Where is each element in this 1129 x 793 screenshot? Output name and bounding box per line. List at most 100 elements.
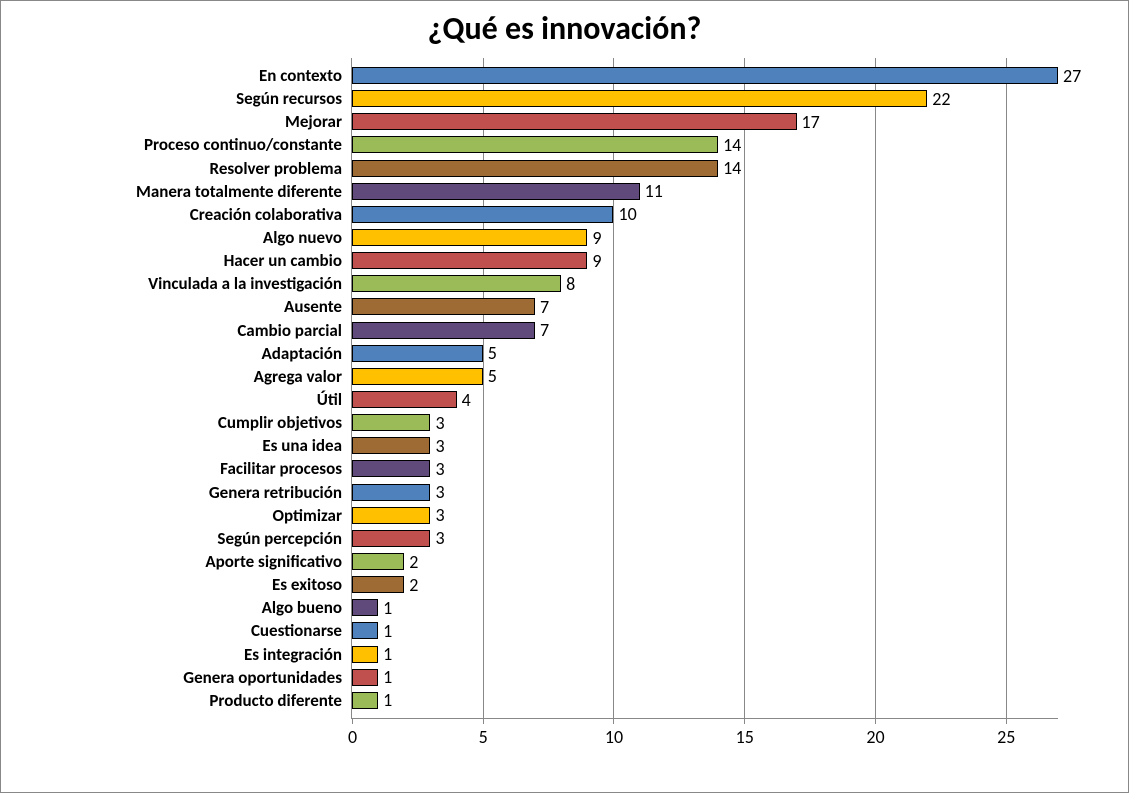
bar-label: Cuestionarse	[251, 620, 342, 641]
x-tick: 5	[483, 718, 484, 724]
bar: 1	[352, 599, 378, 616]
bar-value: 1	[383, 620, 392, 642]
bar-value: 5	[488, 342, 497, 364]
bar-row: Algo bueno1	[352, 599, 1058, 616]
bar-row: Genera oportunidades1	[352, 669, 1058, 686]
bar-value: 3	[435, 527, 444, 549]
bar-row: Cambio parcial7	[352, 322, 1058, 339]
bar-value: 10	[618, 203, 636, 225]
bar-row: Hacer un cambio9	[352, 252, 1058, 269]
bar-value: 9	[592, 250, 601, 272]
bar-row: Optimizar3	[352, 507, 1058, 524]
bar-row: Según recursos22	[352, 90, 1058, 107]
bar: 22	[352, 90, 927, 107]
bar-row: Útil4	[352, 391, 1058, 408]
bar: 5	[352, 345, 483, 362]
bar: 8	[352, 275, 561, 292]
bar-row: Es exitoso2	[352, 576, 1058, 593]
bar-value: 1	[383, 689, 392, 711]
bar-value: 4	[462, 389, 471, 411]
bar-label: Es integración	[244, 644, 342, 665]
bar-label: Útil	[317, 389, 342, 410]
bar-row: Algo nuevo9	[352, 229, 1058, 246]
bar: 3	[352, 507, 430, 524]
x-tick: 0	[352, 718, 353, 724]
bar-label: Hacer un cambio	[224, 250, 342, 271]
bar-row: Resolver problema14	[352, 160, 1058, 177]
bar-row: Aporte significativo2	[352, 553, 1058, 570]
bar-row: Genera retribución3	[352, 484, 1058, 501]
bar: 14	[352, 160, 718, 177]
bar-label: Genera retribución	[209, 482, 342, 503]
bar: 17	[352, 113, 797, 130]
bar: 5	[352, 368, 483, 385]
bar-label: En contexto	[259, 65, 342, 86]
x-tick-label: 25	[997, 726, 1015, 748]
bar-label: Mejorar	[285, 111, 342, 132]
bar-label: Genera oportunidades	[183, 667, 342, 688]
bar: 10	[352, 206, 613, 223]
bar-value: 14	[723, 157, 741, 179]
bar: 1	[352, 646, 378, 663]
bar-value: 3	[435, 481, 444, 503]
x-tick-label: 20	[866, 726, 884, 748]
bar-value: 2	[409, 574, 418, 596]
bar-value: 5	[488, 365, 497, 387]
bar-row: Adaptación5	[352, 345, 1058, 362]
bar: 9	[352, 229, 587, 246]
bar-label: Algo bueno	[262, 597, 342, 618]
bar: 7	[352, 298, 535, 315]
bar-value: 27	[1063, 65, 1081, 87]
bar: 3	[352, 414, 430, 431]
bar-row: Proceso continuo/constante14	[352, 136, 1058, 153]
bar-value: 7	[540, 319, 549, 341]
bar-row: Producto diferente1	[352, 692, 1058, 709]
bar-value: 22	[932, 88, 950, 110]
bar: 3	[352, 530, 430, 547]
bar-label: Manera totalmente diferente	[136, 181, 342, 202]
bar-label: Es una idea	[262, 435, 342, 456]
bar-row: Manera totalmente diferente11	[352, 183, 1058, 200]
bar-value: 3	[435, 412, 444, 434]
bar-row: Según percepción3	[352, 530, 1058, 547]
bar-row: Es integración1	[352, 646, 1058, 663]
bar-label: Producto diferente	[209, 690, 342, 711]
bar: 3	[352, 437, 430, 454]
bar-value: 1	[383, 666, 392, 688]
bar-value: 3	[435, 504, 444, 526]
bar-row: Es una idea3	[352, 437, 1058, 454]
bar-row: Agrega valor5	[352, 368, 1058, 385]
x-tick-label: 10	[605, 726, 623, 748]
bar-label: Algo nuevo	[263, 227, 342, 248]
bar-value: 8	[566, 273, 575, 295]
tick-mark	[744, 718, 745, 724]
bar-label: Vinculada a la investigación	[148, 273, 342, 294]
bar-value: 1	[383, 597, 392, 619]
bar-row: En contexto27	[352, 67, 1058, 84]
bar-row: Cumplir objetivos3	[352, 414, 1058, 431]
bar-value: 9	[592, 227, 601, 249]
tick-mark	[352, 718, 353, 724]
bar-row: Cuestionarse1	[352, 622, 1058, 639]
bar: 1	[352, 622, 378, 639]
bar: 9	[352, 252, 587, 269]
bar: 3	[352, 460, 430, 477]
x-tick-label: 15	[736, 726, 754, 748]
bar-value: 17	[802, 111, 820, 133]
plot-area: En contexto27Según recursos22Mejorar17Pr…	[351, 58, 1058, 719]
x-tick-label: 5	[479, 726, 488, 748]
x-tick: 20	[875, 718, 876, 724]
bars-group: En contexto27Según recursos22Mejorar17Pr…	[352, 58, 1058, 718]
tick-mark	[483, 718, 484, 724]
bar: 1	[352, 692, 378, 709]
bar: 1	[352, 669, 378, 686]
x-tick: 10	[613, 718, 614, 724]
bar: 14	[352, 136, 718, 153]
bar-row: Vinculada a la investigación8	[352, 275, 1058, 292]
bar-label: Según percepción	[217, 528, 342, 549]
tick-mark	[1006, 718, 1007, 724]
bar-value: 11	[645, 180, 663, 202]
bar-label: Facilitar procesos	[220, 458, 342, 479]
bar: 27	[352, 67, 1058, 84]
bar-label: Creación colaborativa	[190, 204, 342, 225]
